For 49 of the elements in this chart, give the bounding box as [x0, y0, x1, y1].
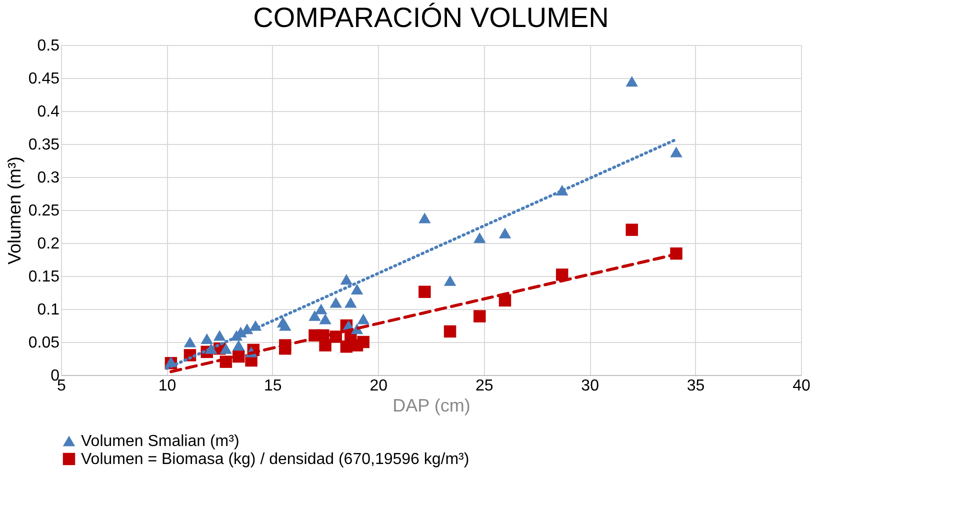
- x-tick-label: 30: [581, 378, 600, 394]
- y-tick-label: 0.3: [37, 170, 60, 186]
- point: [220, 343, 232, 354]
- point: [319, 339, 332, 352]
- x-tick-label: 25: [475, 378, 494, 394]
- x-tick-label: 40: [792, 378, 810, 394]
- y-tick-label: 0.15: [28, 268, 60, 286]
- point: [498, 228, 512, 238]
- point: [474, 232, 486, 244]
- point: [357, 336, 370, 348]
- y-tick-label: 0.25: [28, 202, 60, 220]
- point: [418, 286, 431, 298]
- point: [340, 274, 353, 285]
- point: [232, 340, 245, 351]
- y-tick-label: 0.5: [37, 38, 60, 54]
- legend-label: Volumen = Biomasa (kg) / densidad (670,19596 kg/m³): [81, 451, 470, 468]
- y-tick-label: 0.1: [37, 302, 60, 318]
- point: [670, 146, 682, 158]
- y-tick-label: 0.35: [28, 136, 60, 154]
- point: [474, 310, 486, 322]
- point: [314, 304, 328, 314]
- y-axis-title: Volumen (m³): [4, 156, 24, 265]
- x-tick-label: 10: [158, 378, 176, 394]
- y-tick-label: 0.45: [28, 70, 60, 88]
- legend-label: Volumen Smalian (m³): [81, 433, 240, 450]
- y-tick-label: 0.4: [37, 104, 60, 120]
- y-tick-label: 0.2: [37, 236, 60, 252]
- point: [350, 284, 364, 295]
- point: [319, 314, 332, 324]
- point: [418, 212, 431, 224]
- point: [200, 333, 214, 344]
- x-tick-label: 5: [57, 378, 66, 394]
- point: [626, 224, 638, 236]
- point: [344, 297, 357, 308]
- point: [308, 310, 321, 321]
- point: [184, 336, 196, 348]
- point: [444, 275, 456, 286]
- point: [626, 76, 638, 87]
- point: [444, 325, 456, 338]
- x-tick-label: 15: [264, 378, 282, 394]
- point: [213, 330, 226, 341]
- x-axis-title: DAP (cm): [392, 396, 470, 416]
- point: [278, 320, 292, 331]
- x-tick-label: 35: [686, 378, 705, 394]
- point: [357, 314, 370, 324]
- x-tick-label: 20: [370, 378, 388, 394]
- chart-title: COMPARACIÓN VOLUMEN: [253, 2, 609, 33]
- point: [330, 297, 342, 308]
- y-tick-label: 0.05: [28, 334, 60, 352]
